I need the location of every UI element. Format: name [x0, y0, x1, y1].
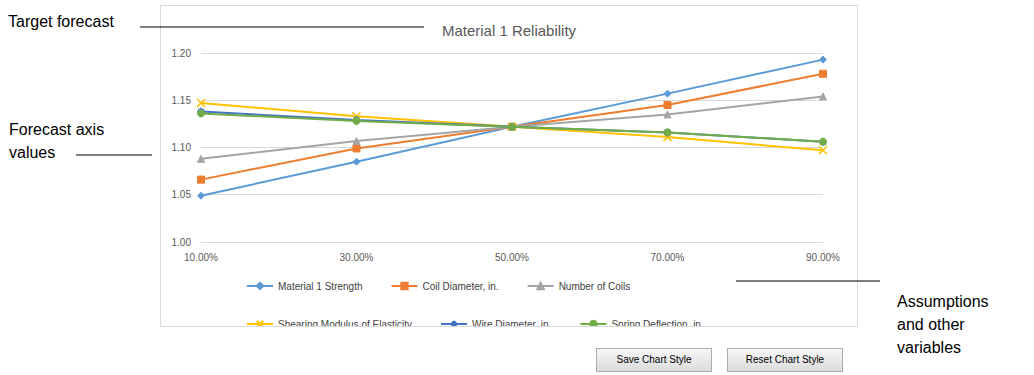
html-text:Save Chart Style: Save Chart Style: [616, 354, 692, 365]
svg-text:1.10: 1.10: [172, 142, 192, 153]
svg-text:Material 1 Strength: Material 1 Strength: [278, 281, 363, 292]
html-text:Assumptions and other variable: Assumptions and other variables: [897, 293, 989, 356]
html-text:Target forecast: Target forecast: [8, 13, 114, 30]
svg-text:1.05: 1.05: [172, 189, 192, 200]
svg-text:Wire Diameter, in.: Wire Diameter, in.: [472, 319, 551, 327]
svg-text:1.15: 1.15: [172, 95, 192, 106]
svg-text:1.20: 1.20: [172, 48, 192, 59]
svg-text:50.00%: 50.00%: [495, 252, 529, 263]
svg-text:Spring Deflection, in.: Spring Deflection, in.: [611, 319, 703, 327]
svg-text:Number of Coils: Number of Coils: [559, 281, 631, 292]
svg-text:1.00: 1.00: [172, 237, 192, 248]
html-text:Forecast axis values: Forecast axis values: [9, 121, 105, 161]
html-text:Reset Chart Style: Reset Chart Style: [745, 354, 825, 365]
svg-text:90.00%: 90.00%: [806, 252, 840, 263]
svg-text:70.00%: 70.00%: [651, 252, 685, 263]
svg-text:Shearing Modulus of Elasticity: Shearing Modulus of Elasticity: [278, 319, 412, 327]
svg-text:10.00%: 10.00%: [184, 252, 218, 263]
svg-text:Material 1 Reliability: Material 1 Reliability: [442, 22, 577, 39]
svg-text:30.00%: 30.00%: [340, 252, 374, 263]
svg-text:Coil Diameter, in.: Coil Diameter, in.: [422, 281, 498, 292]
